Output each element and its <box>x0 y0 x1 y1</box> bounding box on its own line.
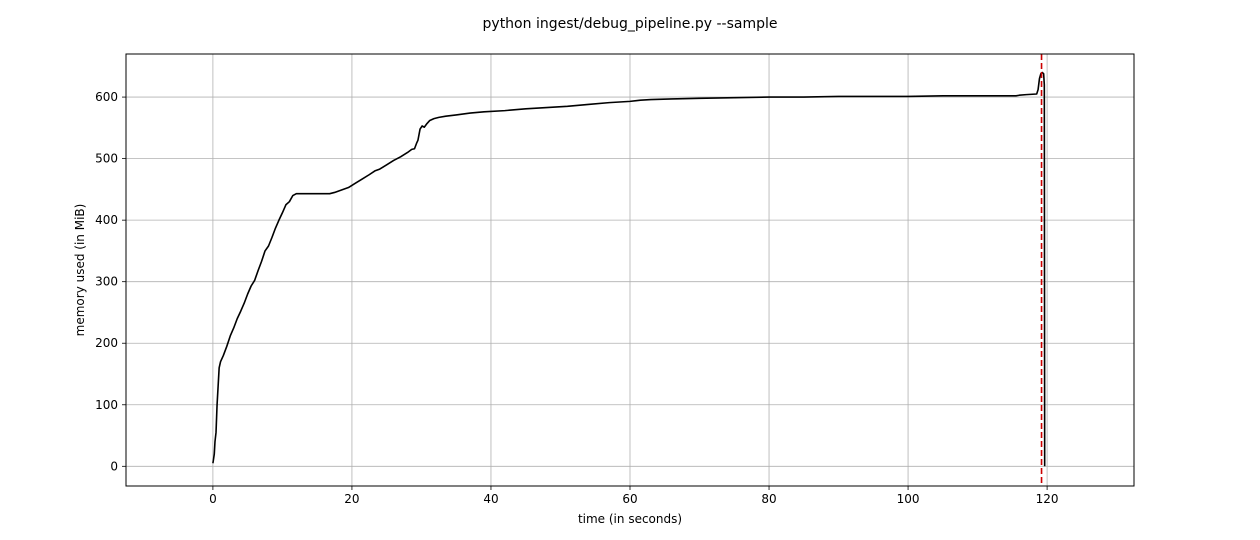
memory-series-line <box>212 71 1046 467</box>
x-axis-label: time (in seconds) <box>578 512 682 526</box>
grid <box>126 54 1134 486</box>
x-tick-label: 100 <box>897 492 920 506</box>
x-tick-label: 0 <box>209 492 217 506</box>
x-tick-label: 20 <box>344 492 359 506</box>
y-tick-label: 300 <box>95 275 118 289</box>
x-tick-label: 120 <box>1036 492 1059 506</box>
y-axis-label: memory used (in MiB) <box>73 204 87 337</box>
x-tick-label: 60 <box>622 492 637 506</box>
y-tick-label: 600 <box>95 90 118 104</box>
y-tick-label: 100 <box>95 398 118 412</box>
ticks: 0 20 40 60 80 100 120 0 100 200 300 400 500 600 <box>95 90 1058 506</box>
y-tick-label: 0 <box>110 459 118 473</box>
chart-title: python ingest/debug_pipeline.py --sample <box>483 16 778 32</box>
x-tick-label: 40 <box>483 492 498 506</box>
series-layer <box>212 54 1046 486</box>
y-tick-label: 200 <box>95 336 118 350</box>
y-tick-label: 400 <box>95 213 118 227</box>
x-tick-label: 80 <box>761 492 776 506</box>
y-tick-label: 500 <box>95 152 118 166</box>
